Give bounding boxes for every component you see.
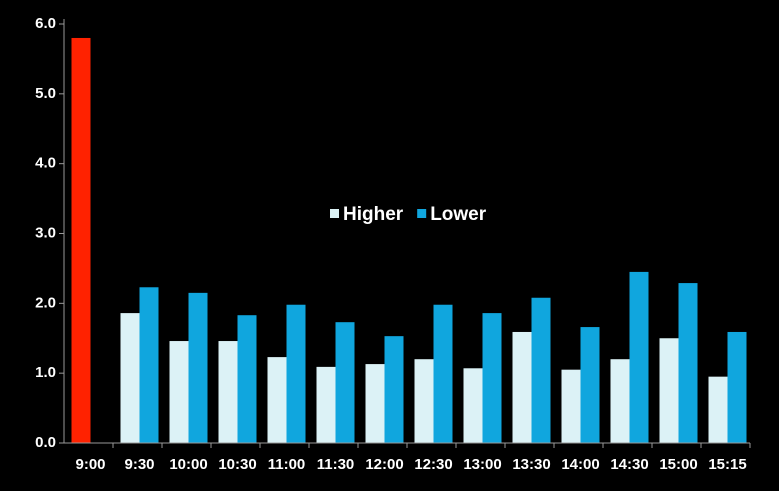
y-tick-label: 6.0 xyxy=(35,15,56,32)
legend-label: Lower xyxy=(430,204,487,225)
bar xyxy=(267,357,287,443)
bar xyxy=(580,327,600,443)
y-tick-label: 0.0 xyxy=(35,434,56,451)
bar xyxy=(237,315,257,443)
bar xyxy=(727,331,747,443)
bar xyxy=(610,359,630,443)
bar xyxy=(384,336,404,443)
x-tick-label: 9:30 xyxy=(124,456,154,473)
x-tick-label: 14:00 xyxy=(561,456,599,473)
bar xyxy=(139,287,159,443)
legend-label: Higher xyxy=(343,204,404,225)
x-tick-label: 13:00 xyxy=(463,456,501,473)
bar xyxy=(678,283,698,443)
y-tick-label: 4.0 xyxy=(35,155,56,172)
y-tick-label: 3.0 xyxy=(35,224,56,241)
x-tick-label: 10:00 xyxy=(169,456,207,473)
bar xyxy=(316,366,336,443)
bar xyxy=(286,304,306,443)
bar xyxy=(169,341,189,443)
x-tick-label: 12:00 xyxy=(365,456,403,473)
bar xyxy=(365,364,385,443)
bar xyxy=(531,297,551,443)
bar xyxy=(512,331,532,443)
x-tick-label: 12:30 xyxy=(414,456,452,473)
x-tick-label: 14:30 xyxy=(610,456,648,473)
y-tick-label: 5.0 xyxy=(35,85,56,102)
legend-swatch xyxy=(417,209,427,218)
y-tick-label: 2.0 xyxy=(35,294,56,311)
bar xyxy=(120,313,140,443)
bar xyxy=(335,322,355,443)
bar xyxy=(463,368,483,443)
x-tick-label: 10:30 xyxy=(218,456,256,473)
x-tick-label: 11:30 xyxy=(317,456,355,473)
bar xyxy=(71,37,91,443)
bar xyxy=(629,271,649,443)
x-tick-label: 15:00 xyxy=(659,456,697,473)
bar xyxy=(708,376,728,443)
bar xyxy=(482,313,502,443)
bar xyxy=(561,369,581,443)
bar xyxy=(188,292,208,443)
x-tick-label: 13:30 xyxy=(512,456,550,473)
x-tick-label: 15:15 xyxy=(708,456,746,473)
x-tick-label: 9:00 xyxy=(75,456,105,473)
bar xyxy=(218,341,238,443)
bar xyxy=(414,359,434,443)
bar xyxy=(433,304,453,443)
y-tick-label: 1.0 xyxy=(35,364,56,381)
legend-swatch xyxy=(330,209,339,218)
x-tick-label: 11:00 xyxy=(268,456,306,473)
bar xyxy=(659,338,679,443)
